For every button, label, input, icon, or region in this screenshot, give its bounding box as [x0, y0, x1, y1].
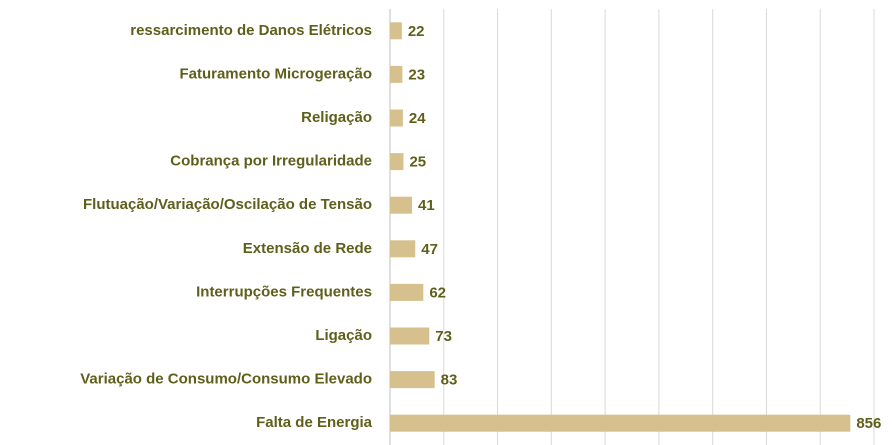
bar: [390, 414, 851, 432]
bar: [390, 283, 424, 301]
value-label: 83: [441, 372, 458, 389]
category-label: Falta de Energia: [256, 414, 373, 431]
bar: [390, 371, 435, 389]
bar: [390, 327, 430, 345]
value-label: 25: [409, 154, 426, 171]
bar: [390, 196, 413, 214]
value-label: 73: [435, 328, 452, 345]
category-label: ressarcimento de Danos Elétricos: [130, 22, 372, 39]
value-label: 62: [429, 284, 446, 301]
value-label: 23: [408, 66, 425, 83]
value-label: 856: [856, 415, 881, 432]
value-label: 24: [409, 110, 426, 127]
category-label: Extensão de Rede: [243, 240, 372, 257]
category-label: Ligação: [315, 327, 372, 344]
bar: [390, 65, 403, 83]
bar: [390, 240, 416, 258]
bar: [390, 153, 404, 171]
category-label: Variação de Consumo/Consumo Elevado: [80, 371, 372, 388]
category-label: Flutuação/Variação/Oscilação de Tensão: [83, 196, 372, 213]
category-label: Cobrança por Irregularidade: [170, 153, 372, 170]
bar: [390, 22, 402, 40]
value-label: 22: [408, 23, 425, 40]
category-label: Interrupções Frequentes: [196, 283, 372, 300]
category-label: Faturamento Microgeração: [179, 65, 372, 82]
category-label: Religação: [301, 109, 372, 126]
bar: [390, 109, 403, 127]
value-label: 41: [418, 197, 435, 214]
value-label: 47: [421, 241, 438, 258]
